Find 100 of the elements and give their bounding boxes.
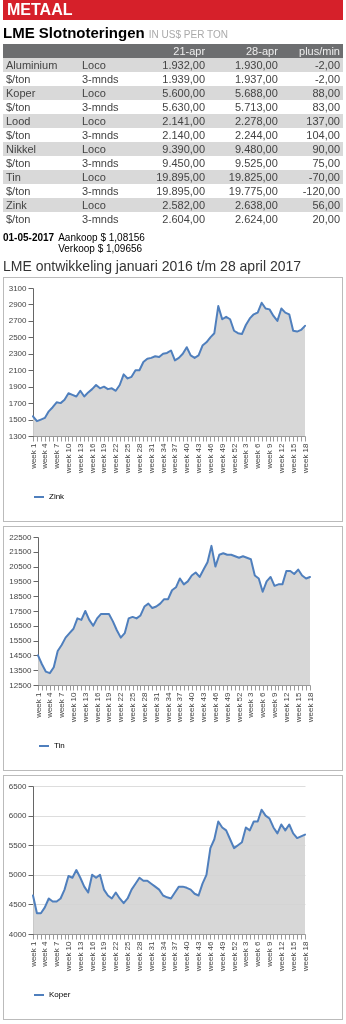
x-tick-label: week 15 bbox=[288, 442, 298, 475]
text: 21-apr bbox=[135, 44, 209, 58]
x-tick-label: week 46 bbox=[205, 940, 215, 973]
x-tick-label: week 18 bbox=[300, 940, 310, 973]
x-tick-label: week 4 bbox=[45, 691, 55, 719]
x-tick-label: week 25 bbox=[123, 442, 133, 475]
x-tick-label: week 22 bbox=[111, 940, 121, 973]
text: 90,00 bbox=[280, 142, 343, 156]
text: Loco bbox=[78, 86, 136, 100]
text: Zink bbox=[3, 198, 79, 212]
text: $/ton bbox=[5, 212, 32, 226]
text: 3-mnds bbox=[80, 128, 120, 142]
text: Loco bbox=[78, 114, 136, 128]
text: 3-mnds bbox=[80, 72, 120, 86]
y-tick-label: 1300 bbox=[8, 431, 28, 441]
x-tick-label: week 40 bbox=[187, 691, 197, 724]
text: Loco bbox=[78, 170, 136, 184]
legend-label: Zink bbox=[49, 492, 66, 501]
text: 2.582,00 bbox=[135, 198, 209, 212]
x-tick-label: week 12 bbox=[276, 940, 286, 973]
text: 19.825,00 bbox=[208, 170, 281, 184]
x-tick-label: week 9 bbox=[265, 940, 275, 968]
y-tick-label: 22500 bbox=[9, 532, 33, 542]
text: 1.939,00 bbox=[161, 72, 207, 86]
text: Verkoop $ 1,09656 bbox=[58, 243, 144, 254]
x-tick-label: week 15 bbox=[288, 940, 298, 973]
x-tick-label: week 13 bbox=[80, 691, 90, 724]
text: 2.244,00 bbox=[233, 128, 279, 142]
text: Lood bbox=[3, 114, 79, 128]
x-tick-label: week 16 bbox=[87, 442, 97, 475]
x-tick-label: week 6 bbox=[258, 691, 268, 719]
y-tick-label: 2700 bbox=[8, 316, 28, 326]
x-tick-label: week 43 bbox=[194, 442, 204, 475]
text: 9.390,00 bbox=[135, 142, 209, 156]
text: $/ton bbox=[5, 72, 32, 86]
x-tick-label: week 31 bbox=[151, 691, 161, 724]
x-tick-label: week 10 bbox=[63, 442, 73, 475]
x-tick-label: week 25 bbox=[128, 691, 138, 724]
text: Loco bbox=[78, 198, 136, 212]
x-tick-label: week 18 bbox=[300, 442, 310, 475]
x-tick-label: week 1 bbox=[28, 940, 38, 968]
text: 104,00 bbox=[305, 128, 341, 142]
x-tick-label: week 28 bbox=[134, 940, 144, 973]
x-tick-label: week 19 bbox=[99, 442, 109, 475]
text: LME Slotnoteringen bbox=[3, 24, 145, 41]
text: 2.278,00 bbox=[208, 114, 281, 128]
x-tick-label: week 40 bbox=[182, 442, 192, 475]
x-tick-label: week 28 bbox=[134, 442, 144, 475]
text: 3-mnds bbox=[80, 184, 120, 198]
y-tick-label: 21500 bbox=[9, 547, 33, 557]
x-tick-label: week 31 bbox=[146, 442, 156, 475]
y-tick-label: 1500 bbox=[8, 415, 28, 425]
text: METAAL bbox=[3, 0, 343, 20]
x-tick-label: week 13 bbox=[75, 940, 85, 973]
legend-label: Tin bbox=[54, 741, 65, 750]
text: Loco bbox=[78, 58, 136, 72]
text: Tin bbox=[3, 170, 79, 184]
chart-title: LME ontwikkeling januari 2016 t/m 28 april 2017 bbox=[3, 258, 303, 274]
text: Koper bbox=[3, 86, 79, 100]
x-tick-label: week 52 bbox=[234, 691, 244, 724]
text: 1.937,00 bbox=[233, 72, 279, 86]
x-tick-label: week 3 bbox=[241, 442, 251, 470]
x-tick-label: week 40 bbox=[182, 940, 192, 973]
y-tick-label: 16500 bbox=[9, 621, 33, 631]
text: -120,00 bbox=[301, 184, 341, 198]
legend-label: Koper bbox=[49, 990, 71, 999]
text: 1.930,00 bbox=[208, 58, 281, 72]
y-tick-label: 2900 bbox=[8, 299, 28, 309]
text: 2.638,00 bbox=[208, 198, 281, 212]
y-tick-label: 2500 bbox=[8, 332, 28, 342]
text: $/ton bbox=[5, 100, 32, 114]
x-tick-label: week 7 bbox=[57, 691, 67, 719]
y-tick-label: 13500 bbox=[9, 665, 33, 675]
x-tick-label: week 34 bbox=[158, 442, 168, 475]
x-tick-label: week 1 bbox=[33, 691, 43, 719]
text: Aluminium bbox=[3, 58, 79, 72]
text: 5.630,00 bbox=[161, 100, 207, 114]
text: 19.895,00 bbox=[135, 170, 209, 184]
text: 19.895,00 bbox=[155, 184, 207, 198]
text: Loco bbox=[78, 142, 136, 156]
text: 2.140,00 bbox=[161, 128, 207, 142]
x-tick-label: week 12 bbox=[276, 442, 286, 475]
text: 2.604,00 bbox=[161, 212, 207, 226]
x-tick-label: week 12 bbox=[281, 691, 291, 724]
x-tick-label: week 3 bbox=[241, 940, 251, 968]
y-tick-label: 19500 bbox=[9, 576, 33, 586]
text: 2.141,00 bbox=[135, 114, 209, 128]
text: 75,00 bbox=[311, 156, 341, 170]
x-tick-label: week 43 bbox=[199, 691, 209, 724]
text: Aankoop $ 1,08156 bbox=[58, 232, 145, 243]
y-tick-label: 5000 bbox=[8, 870, 28, 880]
x-tick-label: week 3 bbox=[246, 691, 256, 719]
x-tick-label: week 1 bbox=[28, 442, 38, 470]
x-tick-label: week 34 bbox=[158, 940, 168, 973]
x-tick-label: week 52 bbox=[229, 442, 239, 475]
x-tick-label: week 31 bbox=[146, 940, 156, 973]
x-tick-label: week 9 bbox=[270, 691, 280, 719]
text: 1.932,00 bbox=[135, 58, 209, 72]
x-tick-label: week 7 bbox=[52, 442, 62, 470]
x-tick-label: week 22 bbox=[116, 691, 126, 724]
